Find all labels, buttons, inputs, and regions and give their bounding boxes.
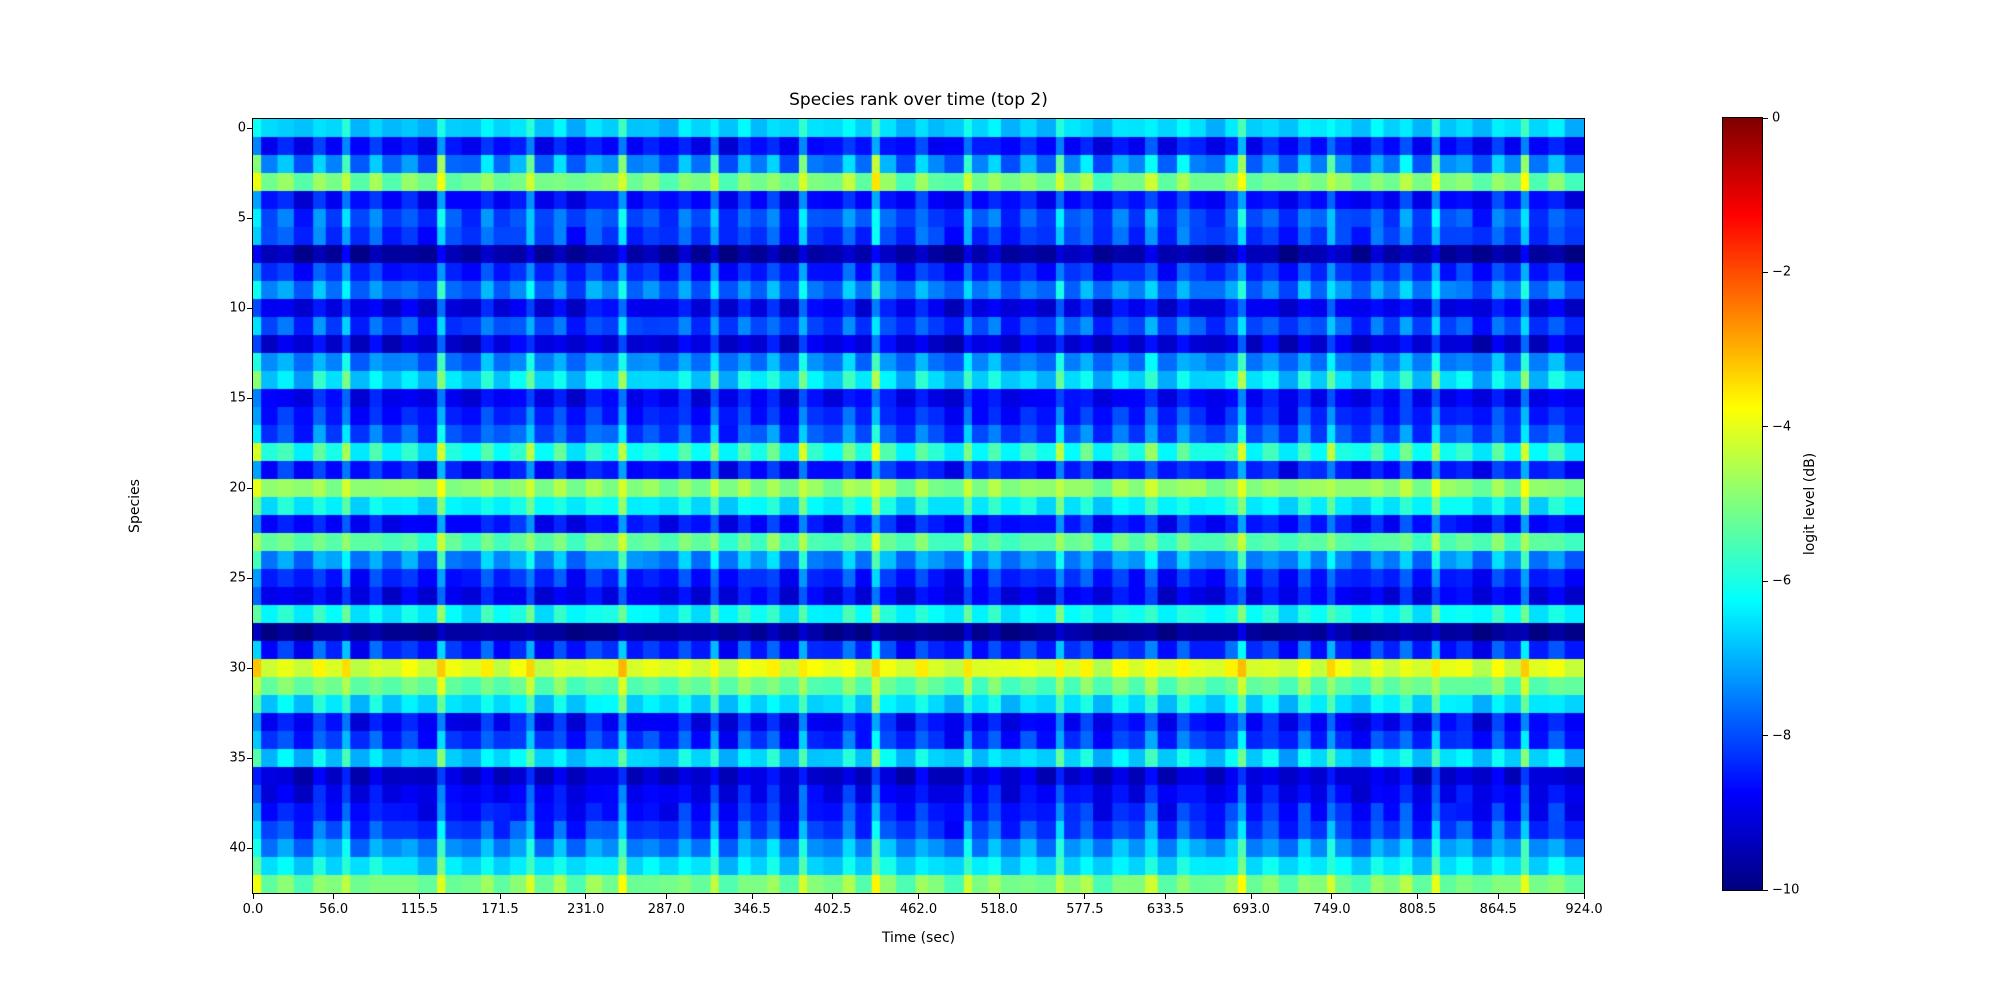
x-tick-label: 577.5 bbox=[1066, 902, 1104, 917]
y-tick-mark bbox=[247, 847, 252, 849]
x-tick-mark bbox=[1417, 894, 1419, 899]
x-axis-label: Time (sec) bbox=[881, 930, 956, 946]
x-tick-mark bbox=[1165, 894, 1167, 899]
colorbar-tick-mark bbox=[1763, 580, 1768, 582]
x-tick-mark bbox=[499, 894, 501, 899]
x-tick-label: 402.5 bbox=[814, 902, 852, 917]
heatmap-image bbox=[252, 118, 1585, 894]
y-tick-mark bbox=[247, 487, 252, 489]
colorbar-tick-label: −10 bbox=[1772, 882, 1800, 898]
x-tick-mark bbox=[832, 894, 834, 899]
y-tick-label: 30 bbox=[229, 660, 246, 676]
y-tick-label: 20 bbox=[229, 480, 246, 496]
x-tick-mark bbox=[1497, 894, 1499, 899]
y-tick-label: 25 bbox=[229, 570, 246, 586]
y-tick-label: 10 bbox=[229, 300, 246, 316]
x-tick-mark bbox=[1583, 894, 1585, 899]
y-tick-mark bbox=[247, 577, 252, 579]
x-tick-mark bbox=[252, 894, 254, 899]
y-tick-mark bbox=[247, 757, 252, 759]
y-tick-mark bbox=[247, 217, 252, 219]
y-tick-mark bbox=[247, 667, 252, 669]
x-tick-label: 346.5 bbox=[733, 902, 771, 917]
x-tick-mark bbox=[751, 894, 753, 899]
x-tick-mark bbox=[333, 894, 335, 899]
x-tick-label: 462.0 bbox=[899, 902, 938, 917]
x-tick-mark bbox=[1250, 894, 1252, 899]
x-tick-mark bbox=[1331, 894, 1333, 899]
colorbar-tick-mark bbox=[1763, 426, 1768, 428]
chart-title: Species rank over time (top 2) bbox=[789, 90, 1048, 110]
colorbar-gradient bbox=[1722, 117, 1763, 891]
colorbar-tick-mark bbox=[1763, 735, 1768, 737]
y-tick-label: 5 bbox=[237, 210, 246, 226]
y-tick-mark bbox=[247, 127, 252, 129]
colorbar-tick-label: 0 bbox=[1772, 110, 1781, 126]
colorbar-tick-mark bbox=[1763, 271, 1768, 273]
x-tick-label: 924.0 bbox=[1565, 902, 1603, 917]
x-tick-label: 693.0 bbox=[1232, 902, 1270, 917]
x-tick-label: 231.0 bbox=[567, 902, 605, 917]
x-tick-mark bbox=[998, 894, 1000, 899]
colorbar-tick-label: −4 bbox=[1772, 419, 1792, 435]
y-tick-mark bbox=[247, 397, 252, 399]
x-tick-mark bbox=[585, 894, 587, 899]
colorbar-tick-label: −8 bbox=[1772, 728, 1792, 744]
colorbar-tick-mark bbox=[1763, 117, 1768, 119]
x-tick-label: 633.5 bbox=[1146, 902, 1185, 917]
colorbar-tick-label: −2 bbox=[1772, 264, 1792, 280]
x-tick-mark bbox=[665, 894, 667, 899]
x-tick-label: 171.5 bbox=[481, 902, 519, 917]
y-tick-label: 35 bbox=[229, 750, 246, 766]
x-tick-label: 56.0 bbox=[319, 902, 349, 917]
y-tick-mark bbox=[247, 307, 252, 309]
x-tick-label: 518.0 bbox=[980, 902, 1018, 917]
x-tick-label: 864.5 bbox=[1479, 902, 1517, 917]
x-tick-label: 808.5 bbox=[1399, 902, 1437, 917]
x-tick-label: 749.0 bbox=[1313, 902, 1351, 917]
x-tick-mark bbox=[1084, 894, 1086, 899]
y-tick-label: 0 bbox=[237, 120, 246, 136]
x-tick-label: 0.0 bbox=[242, 902, 264, 917]
colorbar-tick-label: −6 bbox=[1772, 573, 1792, 589]
x-tick-label: 115.5 bbox=[400, 902, 438, 917]
x-tick-label: 287.0 bbox=[647, 902, 686, 917]
x-tick-mark bbox=[918, 894, 919, 899]
y-tick-label: 40 bbox=[229, 840, 246, 856]
x-tick-mark bbox=[418, 894, 420, 899]
colorbar-tick-mark bbox=[1763, 889, 1768, 891]
y-tick-label: 15 bbox=[229, 390, 246, 406]
